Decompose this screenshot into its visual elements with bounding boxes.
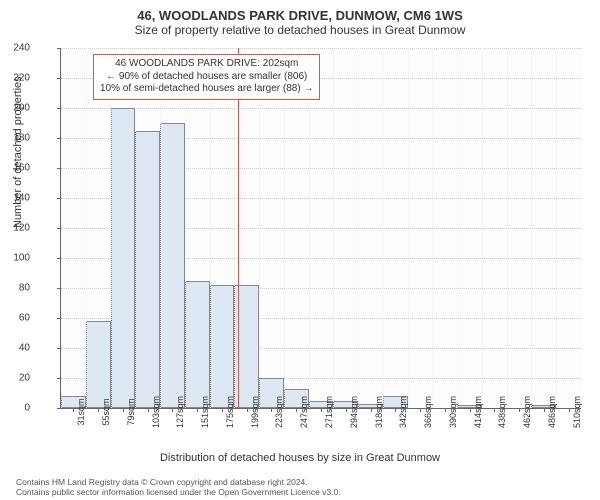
y-axis-label: Number of detached properties <box>12 76 24 228</box>
gridline-v <box>507 48 508 408</box>
gridline-v <box>135 48 136 408</box>
gridline-v <box>185 48 186 408</box>
xtick-mark <box>544 408 545 412</box>
footnote: Contains HM Land Registry data © Crown c… <box>16 477 341 497</box>
xtick-mark <box>445 408 446 412</box>
reference-line <box>238 48 239 408</box>
histogram-bar <box>160 123 185 408</box>
ytick-label: 60 <box>0 313 30 324</box>
gridline-v <box>284 48 285 408</box>
gridline-v <box>531 48 532 408</box>
chart-title: 46, WOODLANDS PARK DRIVE, DUNMOW, CM6 1W… <box>0 0 600 23</box>
ytick-label: 100 <box>0 253 30 264</box>
ytick-mark <box>57 408 61 409</box>
xtick-mark <box>222 408 223 412</box>
footnote-line2: Contains public sector information licen… <box>16 487 341 497</box>
xtick-mark <box>371 408 372 412</box>
gridline-v <box>457 48 458 408</box>
gridline-v <box>210 48 211 408</box>
histogram-bar <box>86 321 111 408</box>
xtick-mark <box>172 408 173 412</box>
gridline-v <box>160 48 161 408</box>
x-axis-label: Distribution of detached houses by size … <box>0 452 600 464</box>
histogram-bar <box>210 285 235 408</box>
ytick-label: 140 <box>0 193 30 204</box>
ytick-label: 20 <box>0 373 30 384</box>
gridline-v <box>61 48 62 408</box>
plot-area: 31sqm55sqm79sqm103sqm127sqm151sqm175sqm1… <box>60 48 580 408</box>
gridline-h <box>61 48 581 49</box>
ytick-label: 80 <box>0 283 30 294</box>
xtick-mark <box>321 408 322 412</box>
annotation-box: 46 WOODLANDS PARK DRIVE: 202sqm← 90% of … <box>93 54 320 100</box>
xtick-mark <box>197 408 198 412</box>
xtick-mark <box>98 408 99 412</box>
gridline-v <box>333 48 334 408</box>
histogram-bar <box>185 281 210 409</box>
xtick-mark <box>123 408 124 412</box>
ytick-label: 200 <box>0 103 30 114</box>
annotation-line: 46 WOODLANDS PARK DRIVE: 202sqm <box>100 58 313 71</box>
ytick-label: 180 <box>0 133 30 144</box>
gridline-v <box>383 48 384 408</box>
chart-subtitle: Size of property relative to detached ho… <box>0 23 600 41</box>
histogram-bar <box>135 131 160 409</box>
xtick-mark <box>395 408 396 412</box>
xtick-mark <box>494 408 495 412</box>
gridline-v <box>358 48 359 408</box>
annotation-line: 10% of semi-detached houses are larger (… <box>100 83 313 96</box>
xtick-mark <box>148 408 149 412</box>
xtick-mark <box>271 408 272 412</box>
gridline-v <box>432 48 433 408</box>
plot-surface: 31sqm55sqm79sqm103sqm127sqm151sqm175sqm1… <box>60 48 581 409</box>
xtick-label: 510sqm <box>572 396 582 428</box>
xtick-mark <box>346 408 347 412</box>
xtick-mark <box>247 408 248 412</box>
xtick-mark <box>519 408 520 412</box>
xtick-mark <box>296 408 297 412</box>
gridline-v <box>111 48 112 408</box>
xtick-mark <box>569 408 570 412</box>
histogram-bar <box>111 108 136 408</box>
xtick-mark <box>470 408 471 412</box>
ytick-label: 240 <box>0 43 30 54</box>
gridline-v <box>408 48 409 408</box>
gridline-v <box>556 48 557 408</box>
gridline-v <box>309 48 310 408</box>
footnote-line1: Contains HM Land Registry data © Crown c… <box>16 477 341 487</box>
ytick-label: 0 <box>0 403 30 414</box>
annotation-line: ← 90% of detached houses are smaller (80… <box>100 71 313 84</box>
gridline-h <box>61 108 581 109</box>
xtick-mark <box>420 408 421 412</box>
gridline-v <box>86 48 87 408</box>
ytick-label: 40 <box>0 343 30 354</box>
ytick-label: 160 <box>0 163 30 174</box>
ytick-label: 220 <box>0 73 30 84</box>
gridline-v <box>259 48 260 408</box>
ytick-label: 120 <box>0 223 30 234</box>
gridline-v <box>234 48 235 408</box>
xtick-mark <box>73 408 74 412</box>
chart-container: 46, WOODLANDS PARK DRIVE, DUNMOW, CM6 1W… <box>0 0 600 500</box>
gridline-v <box>482 48 483 408</box>
